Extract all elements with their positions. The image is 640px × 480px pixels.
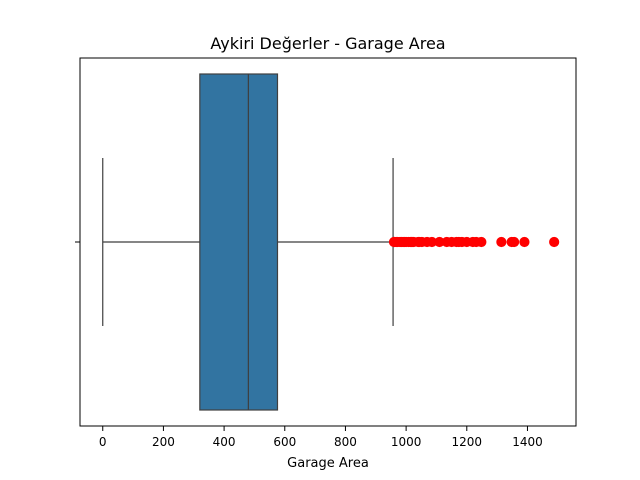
chart-title: Aykiri Değerler - Garage Area	[210, 34, 445, 53]
outlier-point	[509, 236, 520, 248]
x-tick-label: 1200	[452, 435, 483, 449]
x-tick-label: 0	[99, 435, 107, 449]
outlier-point	[496, 236, 507, 248]
x-tick-label: 1400	[512, 435, 543, 449]
outlier-point	[519, 236, 530, 248]
x-tick-label: 600	[273, 435, 296, 449]
outlier-point	[549, 236, 560, 248]
x-tick-label: 1000	[391, 435, 422, 449]
x-tick-label: 200	[152, 435, 175, 449]
plot-area: 0 200 400 600 800 1000 1200 1400	[75, 57, 577, 449]
iqr-box	[199, 73, 279, 411]
x-axis-label: Garage Area	[287, 456, 369, 471]
x-tick-label: 400	[213, 435, 236, 449]
outlier-point	[476, 236, 487, 248]
x-tick-label: 800	[334, 435, 357, 449]
